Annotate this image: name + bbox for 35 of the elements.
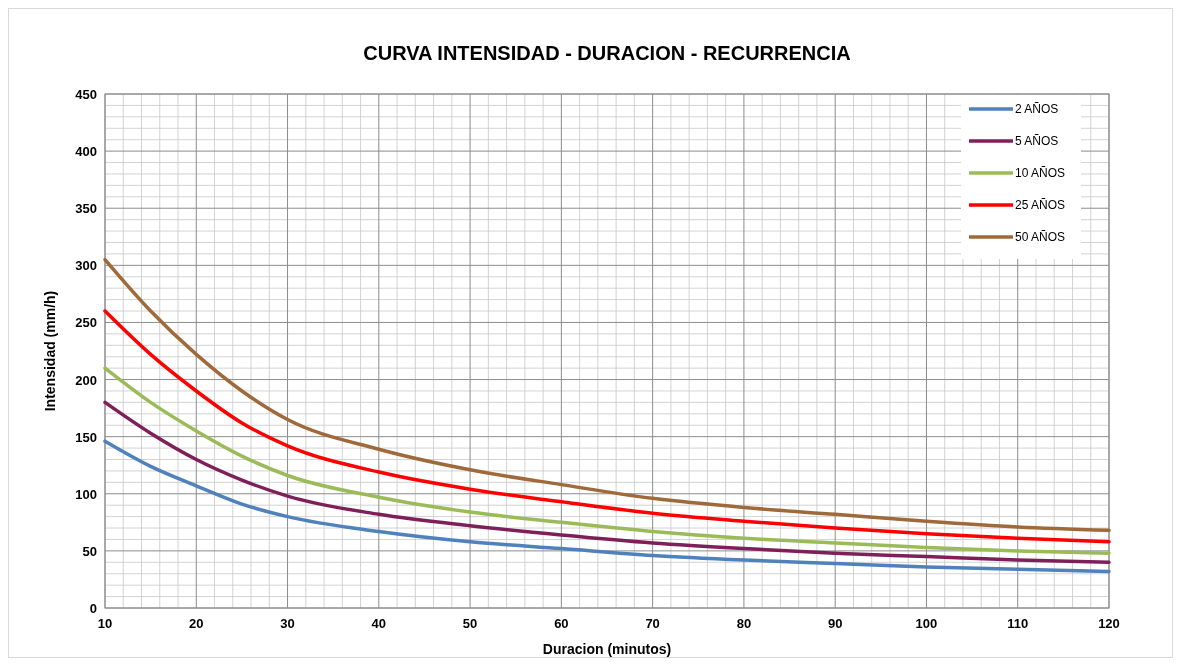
y-tick-label: 0 bbox=[89, 601, 97, 616]
x-tick-label: 90 bbox=[827, 616, 843, 631]
y-tick-label: 250 bbox=[75, 315, 97, 331]
x-tick-label: 40 bbox=[371, 616, 387, 631]
y-tick-label: 450 bbox=[75, 87, 97, 102]
x-tick-label: 110 bbox=[1007, 616, 1029, 631]
legend-label: 10 AÑOS bbox=[1015, 166, 1066, 180]
line-series bbox=[103, 439, 1111, 574]
y-tick-label: 100 bbox=[75, 486, 97, 502]
line-series bbox=[103, 400, 1111, 565]
x-tick-label: 30 bbox=[280, 616, 295, 631]
x-tick-label: 10 bbox=[97, 616, 113, 631]
y-tick-label: 150 bbox=[75, 429, 97, 445]
legend-label: 50 AÑOS bbox=[1015, 230, 1066, 244]
y-axis-title: Intensidad (mm/h) bbox=[42, 290, 58, 412]
y-tick-label: 200 bbox=[75, 372, 97, 388]
y-tick-label: 400 bbox=[75, 144, 97, 160]
legend-label: 25 AÑOS bbox=[1015, 198, 1066, 212]
y-tick-label: 50 bbox=[82, 543, 97, 559]
x-axis-title: Duracion (minutos) bbox=[542, 641, 672, 657]
x-tick-label: 50 bbox=[462, 616, 478, 631]
chart-title: CURVA INTENSIDAD - DURACION - RECURRENCIA bbox=[363, 42, 851, 64]
legend-label: 5 AÑOS bbox=[1015, 134, 1059, 148]
legend-label: 2 AÑOS bbox=[1015, 102, 1059, 116]
line-series bbox=[103, 366, 1111, 555]
x-tick-label: 20 bbox=[189, 616, 204, 631]
x-tick-label: 60 bbox=[554, 616, 569, 631]
y-tick-label: 350 bbox=[75, 201, 97, 217]
y-tick-label: 300 bbox=[75, 258, 97, 274]
line-series bbox=[103, 257, 1111, 533]
x-tick-label: 80 bbox=[736, 616, 752, 631]
x-tick-label: 120 bbox=[1098, 616, 1120, 631]
x-tick-label: 100 bbox=[915, 616, 938, 631]
x-tick-label: 70 bbox=[645, 616, 660, 631]
line-series bbox=[103, 309, 1111, 544]
